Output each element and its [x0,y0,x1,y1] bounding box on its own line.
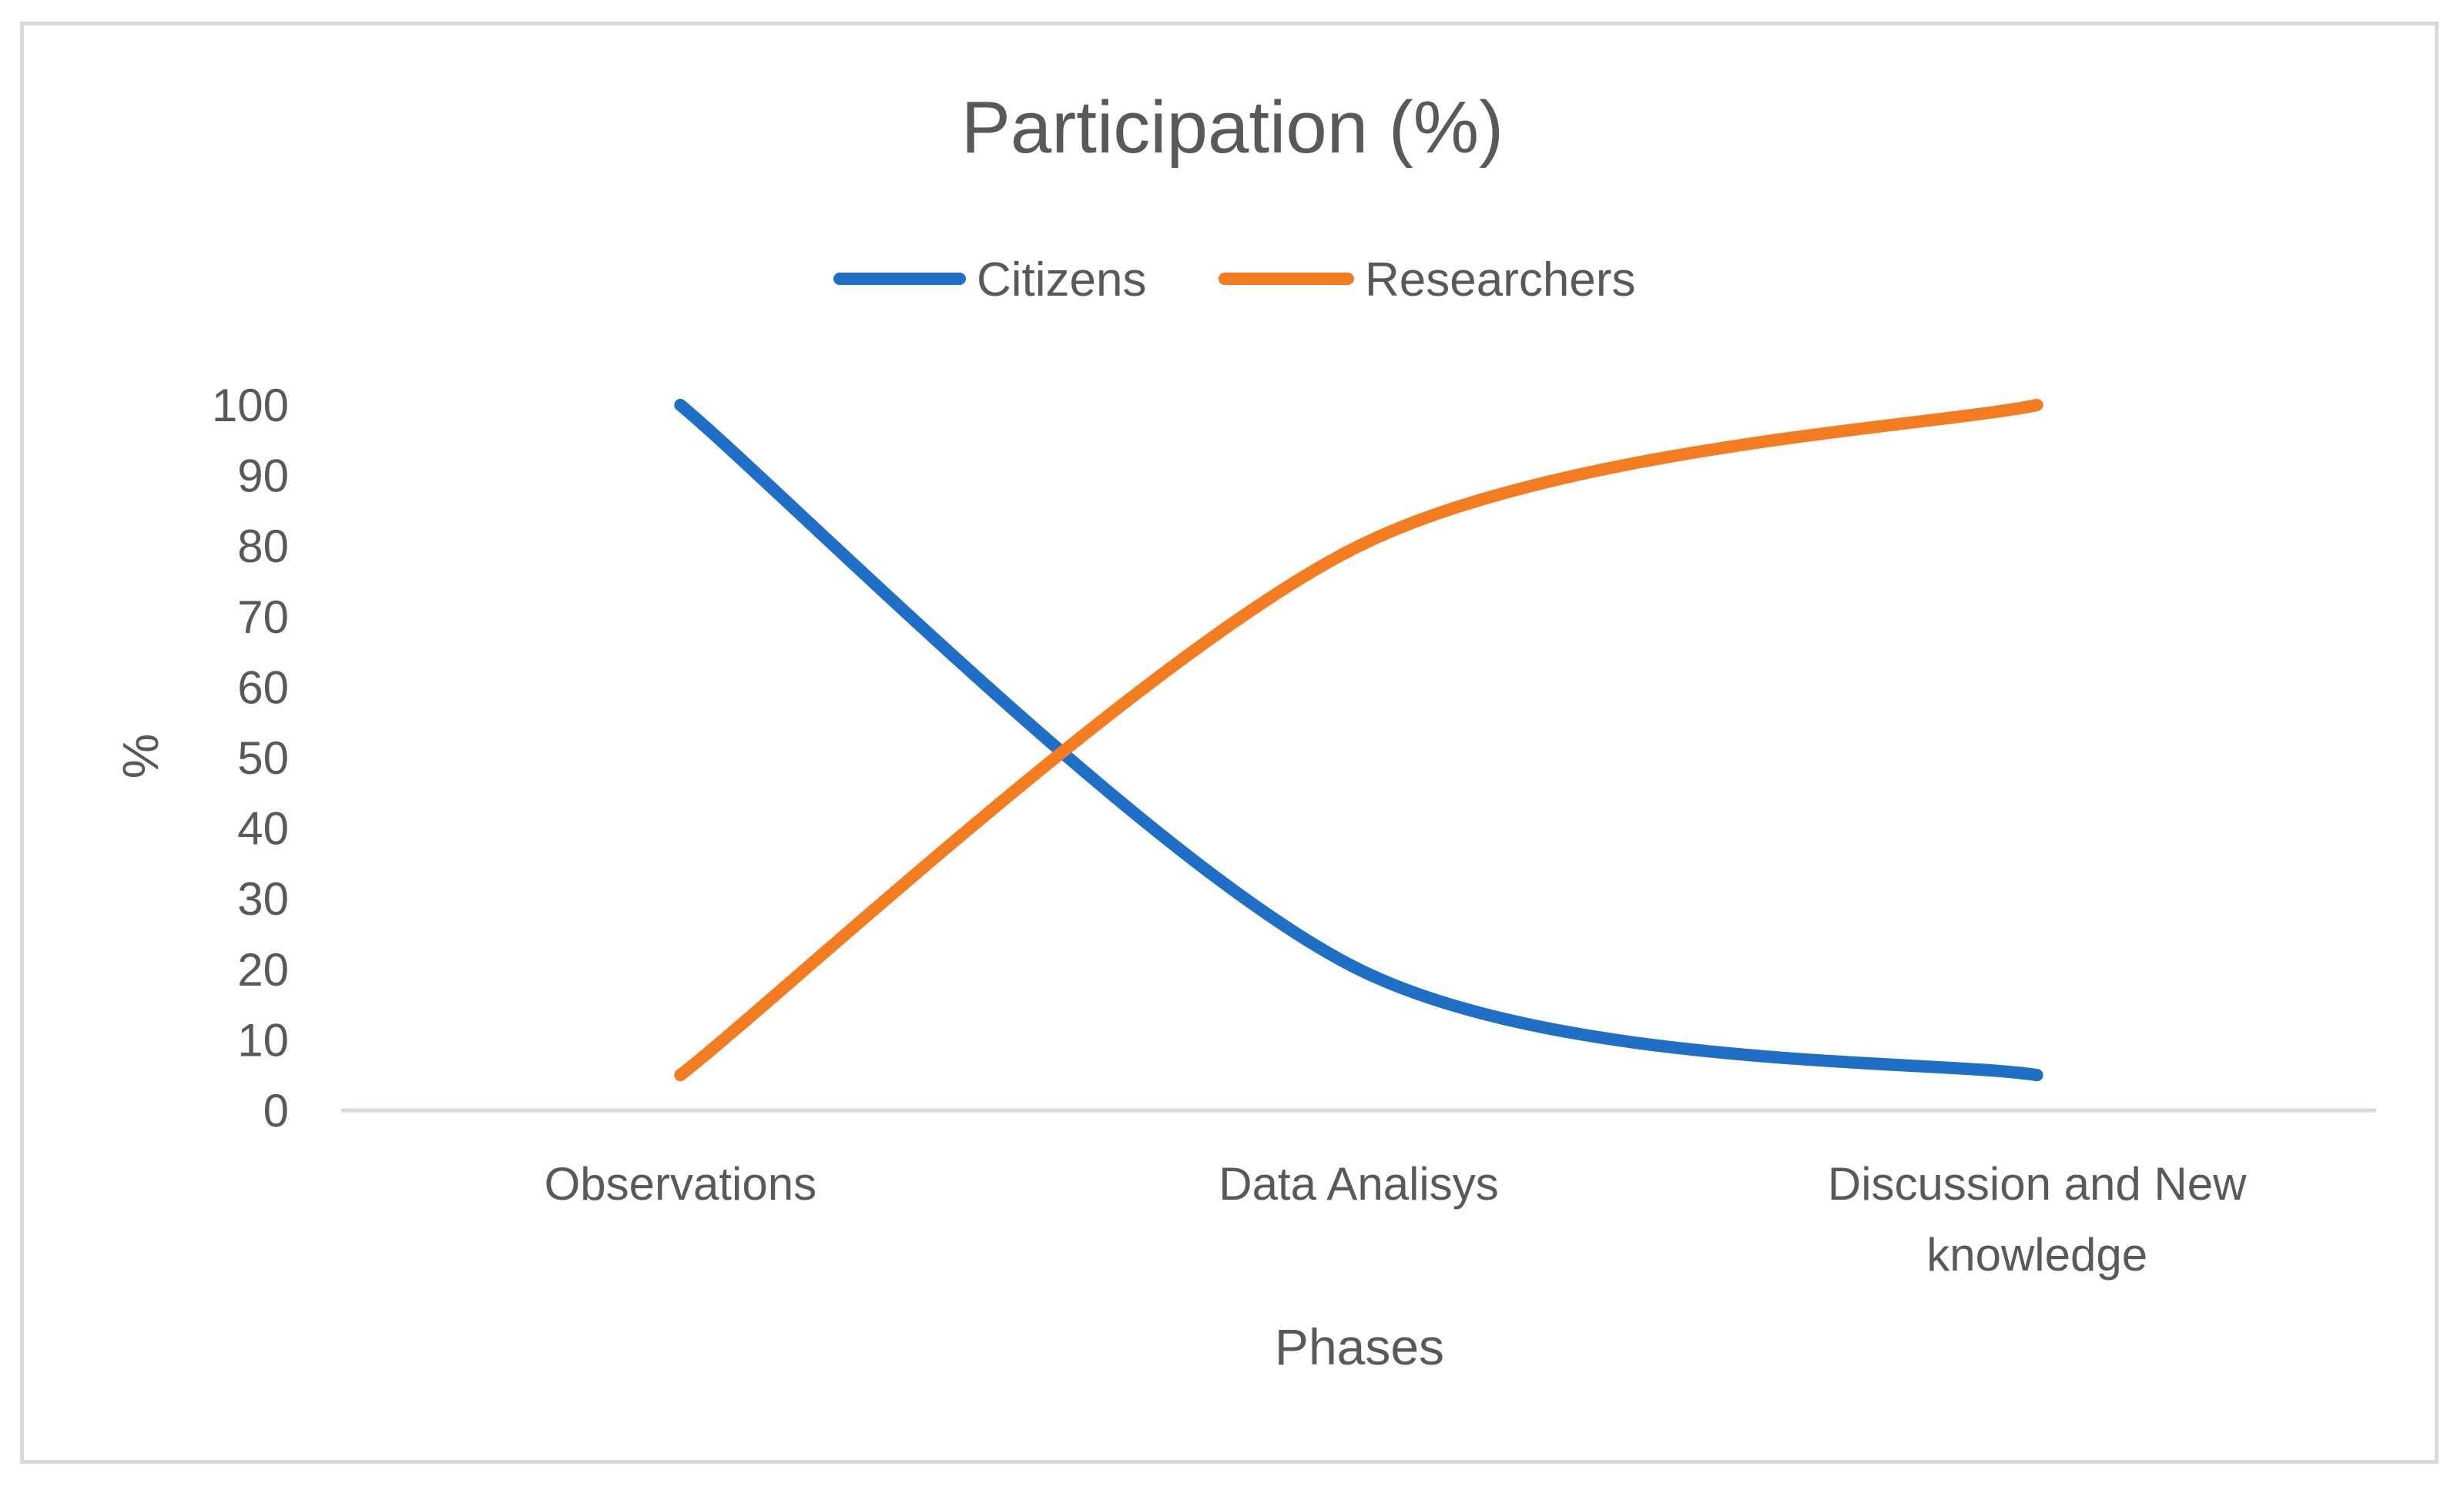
x-axis-ticks: Observations Data Analisys Discussion and … [545,1158,2248,1281]
chart-frame [20,22,2439,1464]
series-lines [674,399,2043,1082]
x-tick-label: Observations [545,1158,817,1210]
y-tick-label: 0 [263,1085,289,1137]
x-tick-label: Discussion and New knowledge [1828,1158,2247,1281]
y-tick-label: 100 [212,380,289,431]
y-tick-label: 80 [237,521,289,572]
y-tick-label: 40 [237,803,289,855]
y-tick-label: 60 [237,661,289,713]
y-axis-label: % [112,734,169,779]
legend-label-citizens: Citizens [977,253,1147,306]
y-tick-label: 70 [237,591,289,643]
y-axis-ticks: 0 10 20 30 40 50 60 70 80 90 100 [212,380,289,1137]
x-tick-label: Data Analisys [1219,1158,1499,1210]
series-line-researchers [674,399,2043,1082]
legend: Citizens Researchers [833,253,1635,306]
y-tick-label: 90 [237,450,289,502]
x-axis-label: Phases [1275,1318,1444,1375]
y-tick-label: 10 [237,1014,289,1066]
y-tick-label: 30 [237,873,289,925]
chart-title: Participation (%) [961,86,1504,169]
y-tick-label: 50 [237,732,289,784]
legend-label-researchers: Researchers [1365,253,1635,306]
series-line-citizens [674,399,2043,1082]
y-tick-label: 20 [237,944,289,996]
